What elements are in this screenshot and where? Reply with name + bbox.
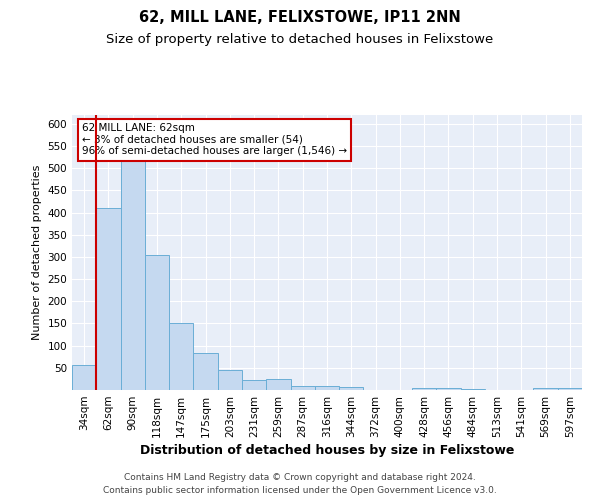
Y-axis label: Number of detached properties: Number of detached properties xyxy=(32,165,42,340)
Bar xyxy=(169,324,193,390)
Bar xyxy=(266,379,290,390)
Text: 62, MILL LANE, FELIXSTOWE, IP11 2NN: 62, MILL LANE, FELIXSTOWE, IP11 2NN xyxy=(139,10,461,25)
Bar xyxy=(121,155,145,390)
X-axis label: Distribution of detached houses by size in Felixstowe: Distribution of detached houses by size … xyxy=(140,444,514,457)
Bar xyxy=(436,388,461,390)
Bar xyxy=(339,388,364,390)
Bar xyxy=(558,388,582,390)
Bar xyxy=(290,386,315,390)
Bar xyxy=(96,208,121,390)
Bar xyxy=(533,388,558,390)
Bar xyxy=(461,388,485,390)
Text: 62 MILL LANE: 62sqm
← 3% of detached houses are smaller (54)
96% of semi-detache: 62 MILL LANE: 62sqm ← 3% of detached hou… xyxy=(82,123,347,156)
Bar xyxy=(412,388,436,390)
Text: Contains HM Land Registry data © Crown copyright and database right 2024.: Contains HM Land Registry data © Crown c… xyxy=(124,474,476,482)
Bar xyxy=(242,380,266,390)
Bar xyxy=(218,370,242,390)
Text: Size of property relative to detached houses in Felixstowe: Size of property relative to detached ho… xyxy=(106,32,494,46)
Bar xyxy=(72,364,96,390)
Bar xyxy=(315,386,339,390)
Bar xyxy=(193,353,218,390)
Bar xyxy=(145,254,169,390)
Text: Contains public sector information licensed under the Open Government Licence v3: Contains public sector information licen… xyxy=(103,486,497,495)
